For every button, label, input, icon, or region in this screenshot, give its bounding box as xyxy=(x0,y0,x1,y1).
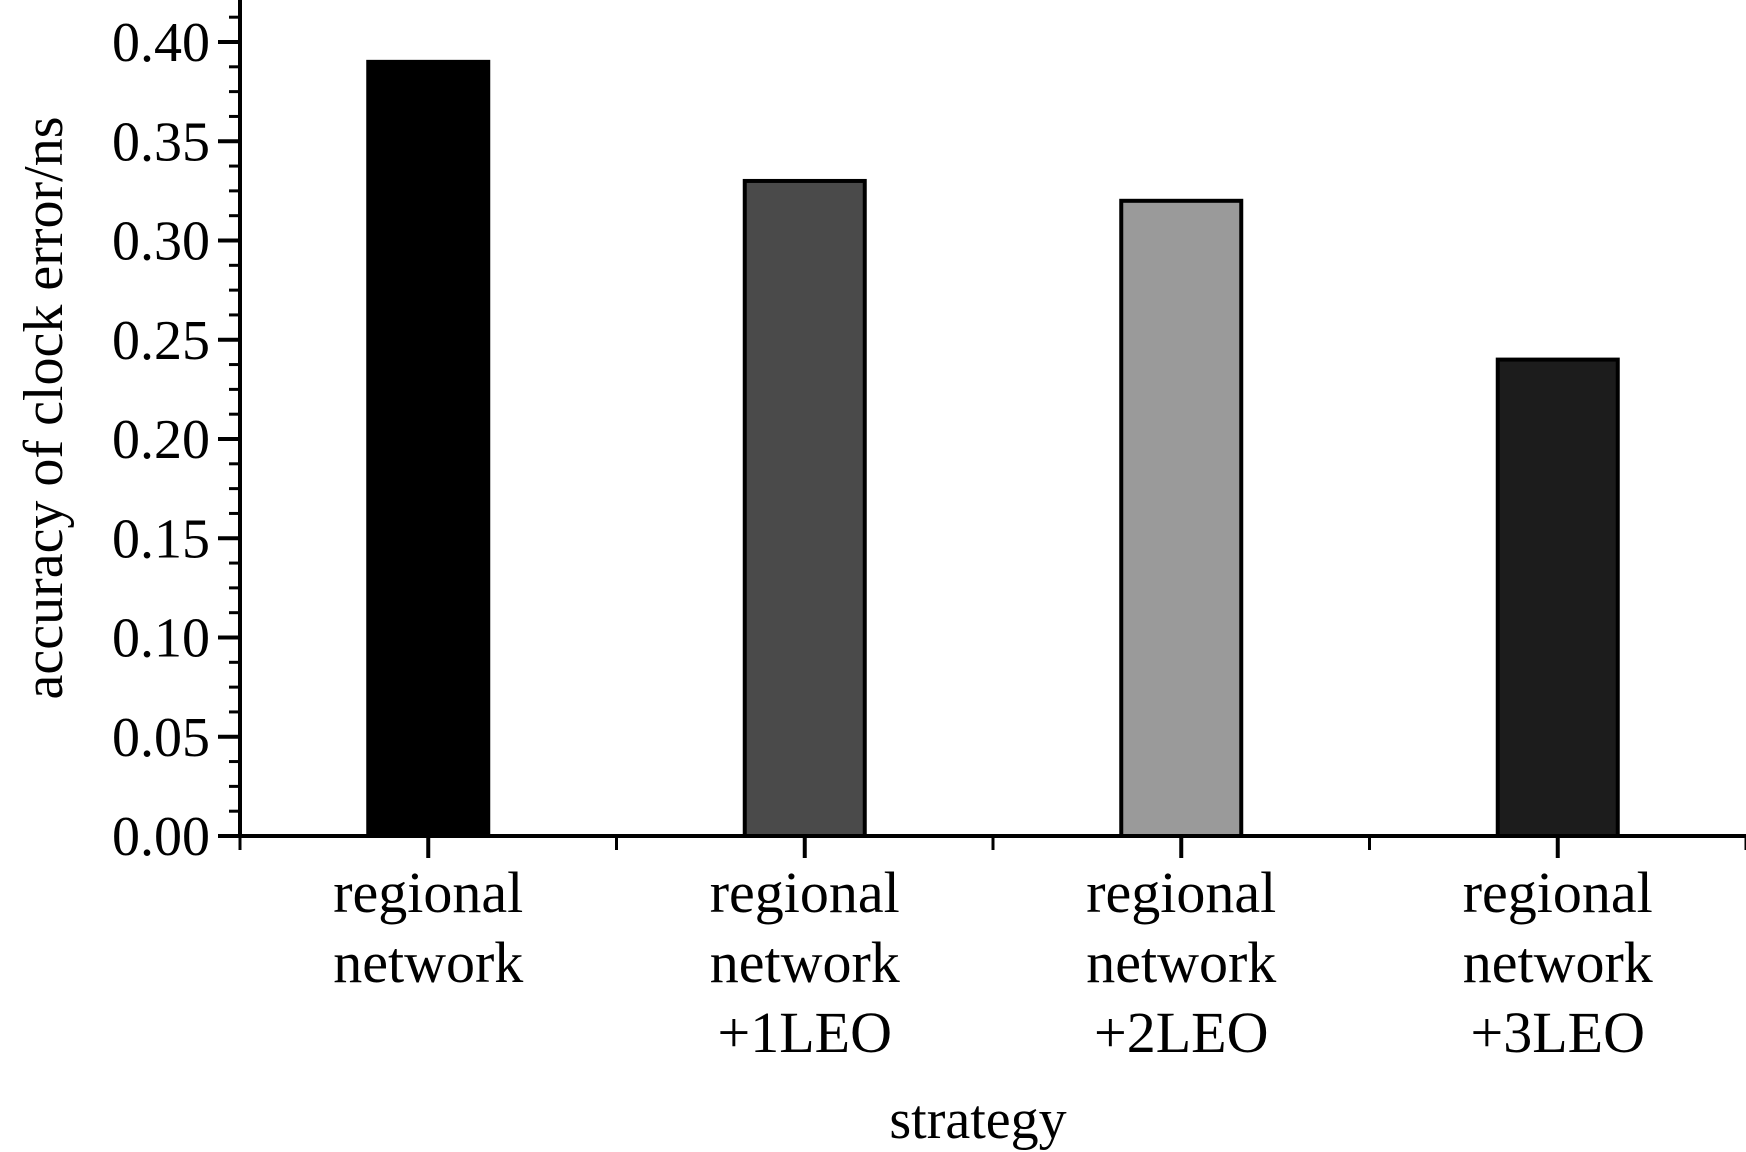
y-tick-label: 0.25 xyxy=(112,310,210,372)
x-category-label-line: network xyxy=(1086,930,1276,995)
x-category-label-line: network xyxy=(333,930,523,995)
x-category-label-line: +2LEO xyxy=(1094,1000,1268,1065)
y-tick-label: 0.30 xyxy=(112,211,210,273)
bar xyxy=(742,178,867,838)
x-category-label: regional network +1LEO xyxy=(710,860,900,1065)
x-category-label-line: +1LEO xyxy=(718,1000,892,1065)
y-tick-label: 0.15 xyxy=(112,508,210,570)
x-category-label-line: regional xyxy=(1463,860,1653,925)
x-category-label: regional network +2LEO xyxy=(1086,860,1276,1065)
x-category-label-line: network xyxy=(1463,930,1653,995)
x-category-label-line: regional xyxy=(333,860,523,925)
bars xyxy=(366,59,1620,839)
y-tick-label: 0.20 xyxy=(112,409,210,471)
x-axis-title: strategy xyxy=(889,1089,1066,1151)
y-tick-label: 0.10 xyxy=(112,608,210,670)
y-axis-title: accuracy of clock error/ns xyxy=(13,117,75,700)
bar xyxy=(1495,357,1620,838)
y-tick-label: 0.00 xyxy=(112,806,210,868)
x-category-label-line: +3LEO xyxy=(1471,1000,1645,1065)
y-tick-label: 0.35 xyxy=(112,111,210,173)
x-category-label: regional network xyxy=(333,860,523,995)
y-tick-label: 0.05 xyxy=(112,707,210,769)
y-axis: 0.00 0.05 0.10 0.15 0.20 0.25 0.30 0.35 0.40 xyxy=(112,0,242,868)
y-tick-label: 0.40 xyxy=(112,12,210,74)
bar xyxy=(366,59,491,839)
x-category-label-line: regional xyxy=(710,860,900,925)
x-category-label-line: network xyxy=(710,930,900,995)
bar xyxy=(1119,198,1244,839)
x-category-label: regional network +3LEO xyxy=(1463,860,1653,1065)
x-category-label-line: regional xyxy=(1086,860,1276,925)
